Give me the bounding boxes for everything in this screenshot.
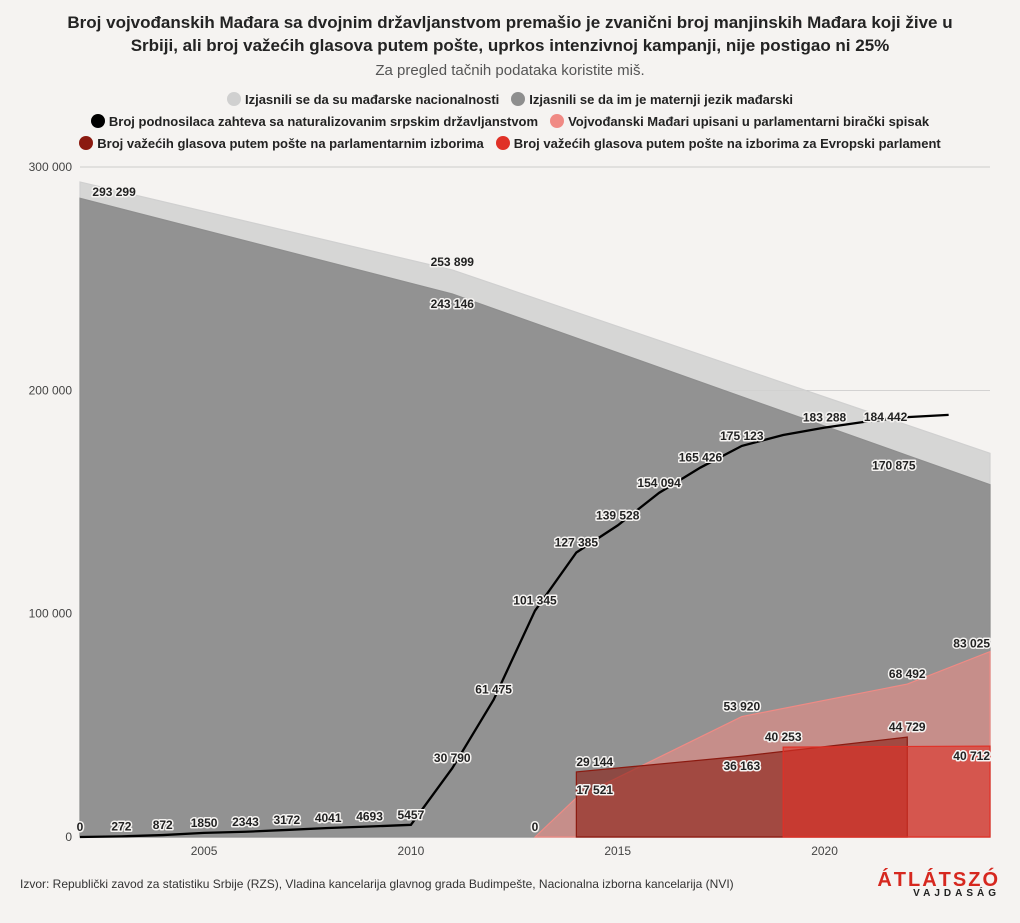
legend-swatch-voterlist bbox=[550, 114, 564, 128]
chart-svg[interactable]: 0 100 000 200 000 300 000 2005 2010 2015 2020 29… bbox=[20, 161, 1000, 861]
legend: Izjasnili se da su mađarske nacionalnost… bbox=[20, 89, 1000, 155]
svg-text:100 000: 100 000 bbox=[29, 607, 73, 621]
source-text: Izvor: Republički zavod za statistiku Sr… bbox=[20, 877, 734, 891]
svg-text:40 712: 40 712 bbox=[953, 749, 990, 763]
svg-text:4041: 4041 bbox=[315, 811, 342, 825]
svg-text:5457: 5457 bbox=[398, 808, 425, 822]
svg-text:29 144: 29 144 bbox=[576, 755, 613, 769]
chart-plot-area[interactable]: 0 100 000 200 000 300 000 2005 2010 2015 2020 29… bbox=[20, 161, 1000, 861]
legend-swatch-euparl bbox=[496, 136, 510, 150]
svg-text:154 094: 154 094 bbox=[637, 476, 681, 490]
svg-text:4693: 4693 bbox=[356, 810, 383, 824]
svg-text:300 000: 300 000 bbox=[29, 161, 73, 174]
svg-text:127 385: 127 385 bbox=[555, 536, 599, 550]
svg-text:2020: 2020 bbox=[811, 844, 838, 858]
chart-title: Broj vojvođanskih Mađara sa dvojnim drža… bbox=[60, 12, 960, 58]
svg-text:2343: 2343 bbox=[232, 815, 259, 829]
svg-text:293 299: 293 299 bbox=[92, 185, 136, 199]
svg-text:0: 0 bbox=[65, 830, 72, 844]
svg-text:165 426: 165 426 bbox=[679, 451, 723, 465]
legend-label: Izjasnili se da im je maternji jezik mađ… bbox=[529, 92, 793, 107]
svg-text:3172: 3172 bbox=[273, 813, 300, 827]
legend-swatch-nationality bbox=[227, 92, 241, 106]
legend-item-parliament[interactable]: Broj važećih glasova putem pošte na parl… bbox=[79, 133, 484, 155]
svg-text:183 288: 183 288 bbox=[803, 411, 847, 425]
legend-label: Broj podnosilaca zahteva sa naturalizova… bbox=[109, 114, 538, 129]
svg-text:40 253: 40 253 bbox=[765, 730, 802, 744]
svg-text:253 899: 253 899 bbox=[431, 255, 475, 269]
svg-text:2015: 2015 bbox=[604, 844, 631, 858]
svg-text:0: 0 bbox=[77, 820, 84, 834]
chart-subtitle: Za pregled tačnih podataka koristite miš… bbox=[20, 62, 1000, 79]
legend-label: Broj važećih glasova putem pošte na parl… bbox=[97, 136, 484, 151]
svg-text:0: 0 bbox=[532, 820, 539, 834]
svg-text:36 163: 36 163 bbox=[723, 759, 760, 773]
chart-container: Broj vojvođanskih Mađara sa dvojnim drža… bbox=[0, 0, 1020, 909]
svg-text:83 025: 83 025 bbox=[953, 637, 990, 651]
svg-text:872: 872 bbox=[153, 818, 173, 832]
svg-text:170 875: 170 875 bbox=[872, 459, 916, 473]
legend-swatch-applicants bbox=[91, 114, 105, 128]
legend-item-euparl[interactable]: Broj važećih glasova putem pošte na izbo… bbox=[496, 133, 941, 155]
legend-item-language[interactable]: Izjasnili se da im je maternji jezik mađ… bbox=[511, 89, 793, 111]
svg-text:1850: 1850 bbox=[191, 816, 218, 830]
legend-item-voterlist[interactable]: Vojvođanski Mađari upisani u parlamentar… bbox=[550, 111, 929, 133]
legend-swatch-language bbox=[511, 92, 525, 106]
footer: Izvor: Republički zavod za statistiku Sr… bbox=[20, 861, 1000, 899]
legend-label: Broj važećih glasova putem pošte na izbo… bbox=[514, 136, 941, 151]
brand-logo: ÁTLÁTSZÓ VAJDASÁG bbox=[877, 869, 1000, 899]
legend-item-nationality[interactable]: Izjasnili se da su mađarske nacionalnost… bbox=[227, 89, 499, 111]
svg-text:272: 272 bbox=[111, 820, 131, 834]
legend-item-applicants[interactable]: Broj podnosilaca zahteva sa naturalizova… bbox=[91, 111, 538, 133]
svg-text:68 492: 68 492 bbox=[889, 667, 926, 681]
svg-text:243 146: 243 146 bbox=[431, 297, 475, 311]
svg-text:53 920: 53 920 bbox=[723, 700, 760, 714]
svg-text:101 345: 101 345 bbox=[513, 594, 557, 608]
legend-swatch-parliament bbox=[79, 136, 93, 150]
svg-text:30 790: 30 790 bbox=[434, 751, 471, 765]
legend-label: Izjasnili se da su mađarske nacionalnost… bbox=[245, 92, 499, 107]
svg-text:2010: 2010 bbox=[398, 844, 425, 858]
svg-text:2005: 2005 bbox=[191, 844, 218, 858]
svg-text:200 000: 200 000 bbox=[29, 383, 73, 397]
svg-text:44 729: 44 729 bbox=[889, 720, 926, 734]
legend-label: Vojvođanski Mađari upisani u parlamentar… bbox=[568, 114, 929, 129]
svg-text:17 521: 17 521 bbox=[576, 783, 613, 797]
svg-text:175 123: 175 123 bbox=[720, 429, 764, 443]
svg-text:184 442: 184 442 bbox=[864, 410, 908, 424]
svg-text:61 475: 61 475 bbox=[475, 683, 512, 697]
svg-text:139 528: 139 528 bbox=[596, 509, 640, 523]
